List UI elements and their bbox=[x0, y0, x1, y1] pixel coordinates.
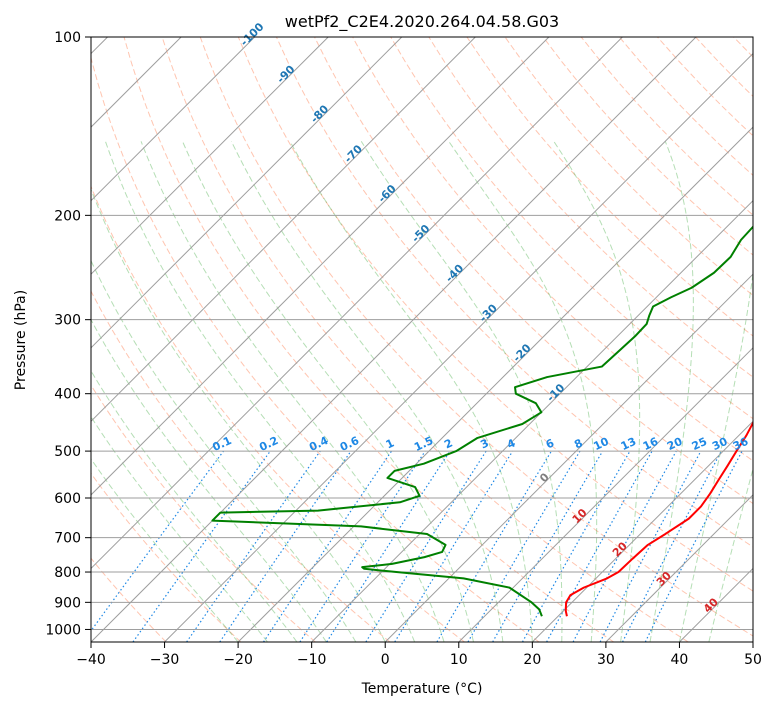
mixing-ratio-line bbox=[263, 450, 393, 642]
dry-adiabat-line bbox=[91, 185, 465, 642]
x-tick-label: 0 bbox=[381, 652, 390, 668]
dry-adiabat-line bbox=[91, 55, 540, 642]
plot-frame bbox=[90, 36, 754, 643]
mixing-ratio-line bbox=[132, 450, 271, 642]
mixing-ratio-label: 16 bbox=[641, 435, 661, 453]
mixing-ratio-line bbox=[572, 450, 677, 642]
y-tick-label: 300 bbox=[54, 313, 81, 329]
dry-adiabat-line bbox=[237, 37, 753, 592]
y-tick-label: 600 bbox=[54, 491, 81, 507]
x-tick-label: −20 bbox=[223, 652, 253, 668]
mixing-ratio-label: 13 bbox=[619, 435, 638, 453]
isotherm-line bbox=[605, 494, 753, 642]
isotherm-line bbox=[311, 199, 753, 642]
dry-adiabat-line bbox=[91, 557, 167, 642]
dry-adiabat-line bbox=[91, 472, 242, 642]
dry-adiabat-line bbox=[91, 290, 391, 642]
y-tick-label: 100 bbox=[54, 30, 81, 46]
y-axis-label: Pressure (hPa) bbox=[13, 290, 29, 390]
mixing-ratio-line bbox=[394, 450, 514, 642]
dry-adiabat-line bbox=[161, 37, 689, 642]
y-axis: 100 200 300 400 500 600 700 800 900 1000 bbox=[45, 30, 91, 638]
isotherm-line bbox=[91, 37, 329, 275]
isotherm-line bbox=[91, 37, 697, 642]
mixing-ratio-line bbox=[91, 450, 225, 632]
mixing-ratio-line bbox=[186, 450, 321, 642]
y-tick-label: 500 bbox=[54, 444, 81, 460]
profile-lines bbox=[211, 225, 753, 617]
dewpoint-profile-line bbox=[211, 225, 753, 617]
x-tick-label: 40 bbox=[671, 652, 689, 668]
x-tick-label: −30 bbox=[150, 652, 180, 668]
mixing-ratio-line bbox=[546, 450, 653, 642]
mixing-ratio-label: 36 bbox=[731, 435, 751, 453]
mixing-ratio-line bbox=[521, 450, 631, 642]
x-axis: −40 −30 −20 −10 0 10 20 30 40 50 bbox=[76, 642, 762, 668]
y-tick-label: 900 bbox=[54, 595, 81, 611]
mixing-ratio-line bbox=[299, 450, 426, 642]
x-tick-label: 30 bbox=[597, 652, 615, 668]
dry-adiabat-line bbox=[466, 37, 753, 337]
mixing-ratio-label: 25 bbox=[690, 435, 709, 453]
dry-adiabat-line bbox=[91, 384, 316, 642]
x-axis-label: Temperature (°C) bbox=[361, 681, 483, 697]
isotherm-line bbox=[91, 37, 403, 349]
isotherm-line bbox=[91, 37, 550, 496]
dry-adiabat-line bbox=[390, 37, 753, 420]
isotherm-line bbox=[458, 347, 753, 642]
isotherm-line bbox=[91, 37, 623, 570]
dry-adiabat-line bbox=[504, 37, 753, 296]
dry-adiabat-line bbox=[314, 37, 753, 505]
y-tick-label: 1000 bbox=[45, 622, 81, 638]
x-tick-label: 10 bbox=[450, 652, 468, 668]
mixing-ratio-line bbox=[326, 450, 451, 642]
y-tick-label: 800 bbox=[54, 565, 81, 581]
mixing-ratio-label: 10 bbox=[591, 435, 611, 453]
chart-title: wetPf2_C2E4.2020.264.04.58.G03 bbox=[285, 12, 559, 32]
dry-adiabat-line bbox=[352, 37, 753, 462]
isotherm-line bbox=[91, 37, 256, 202]
mixing-ratio-line bbox=[644, 450, 743, 642]
x-tick-label: −40 bbox=[76, 652, 106, 668]
x-tick-label: −10 bbox=[297, 652, 327, 668]
mixing-ratio-line bbox=[219, 450, 352, 642]
isotherm-line bbox=[531, 420, 753, 642]
x-tick-label: 50 bbox=[744, 652, 762, 668]
isotherm-line bbox=[164, 52, 753, 642]
y-tick-label: 400 bbox=[54, 387, 81, 403]
x-tick-label: 20 bbox=[523, 652, 541, 668]
isotherm-line bbox=[237, 126, 753, 642]
isotherm-line bbox=[384, 273, 753, 642]
mixing-ratio-label: 20 bbox=[665, 435, 685, 453]
dry-adiabat-line bbox=[275, 37, 753, 548]
mixing-ratio-label: 30 bbox=[710, 435, 730, 453]
y-tick-label: 700 bbox=[54, 531, 81, 547]
isotherm-line bbox=[91, 37, 476, 423]
temperature-profile-line bbox=[564, 420, 753, 617]
y-tick-label: 200 bbox=[54, 208, 81, 224]
grid-lines bbox=[91, 37, 753, 642]
